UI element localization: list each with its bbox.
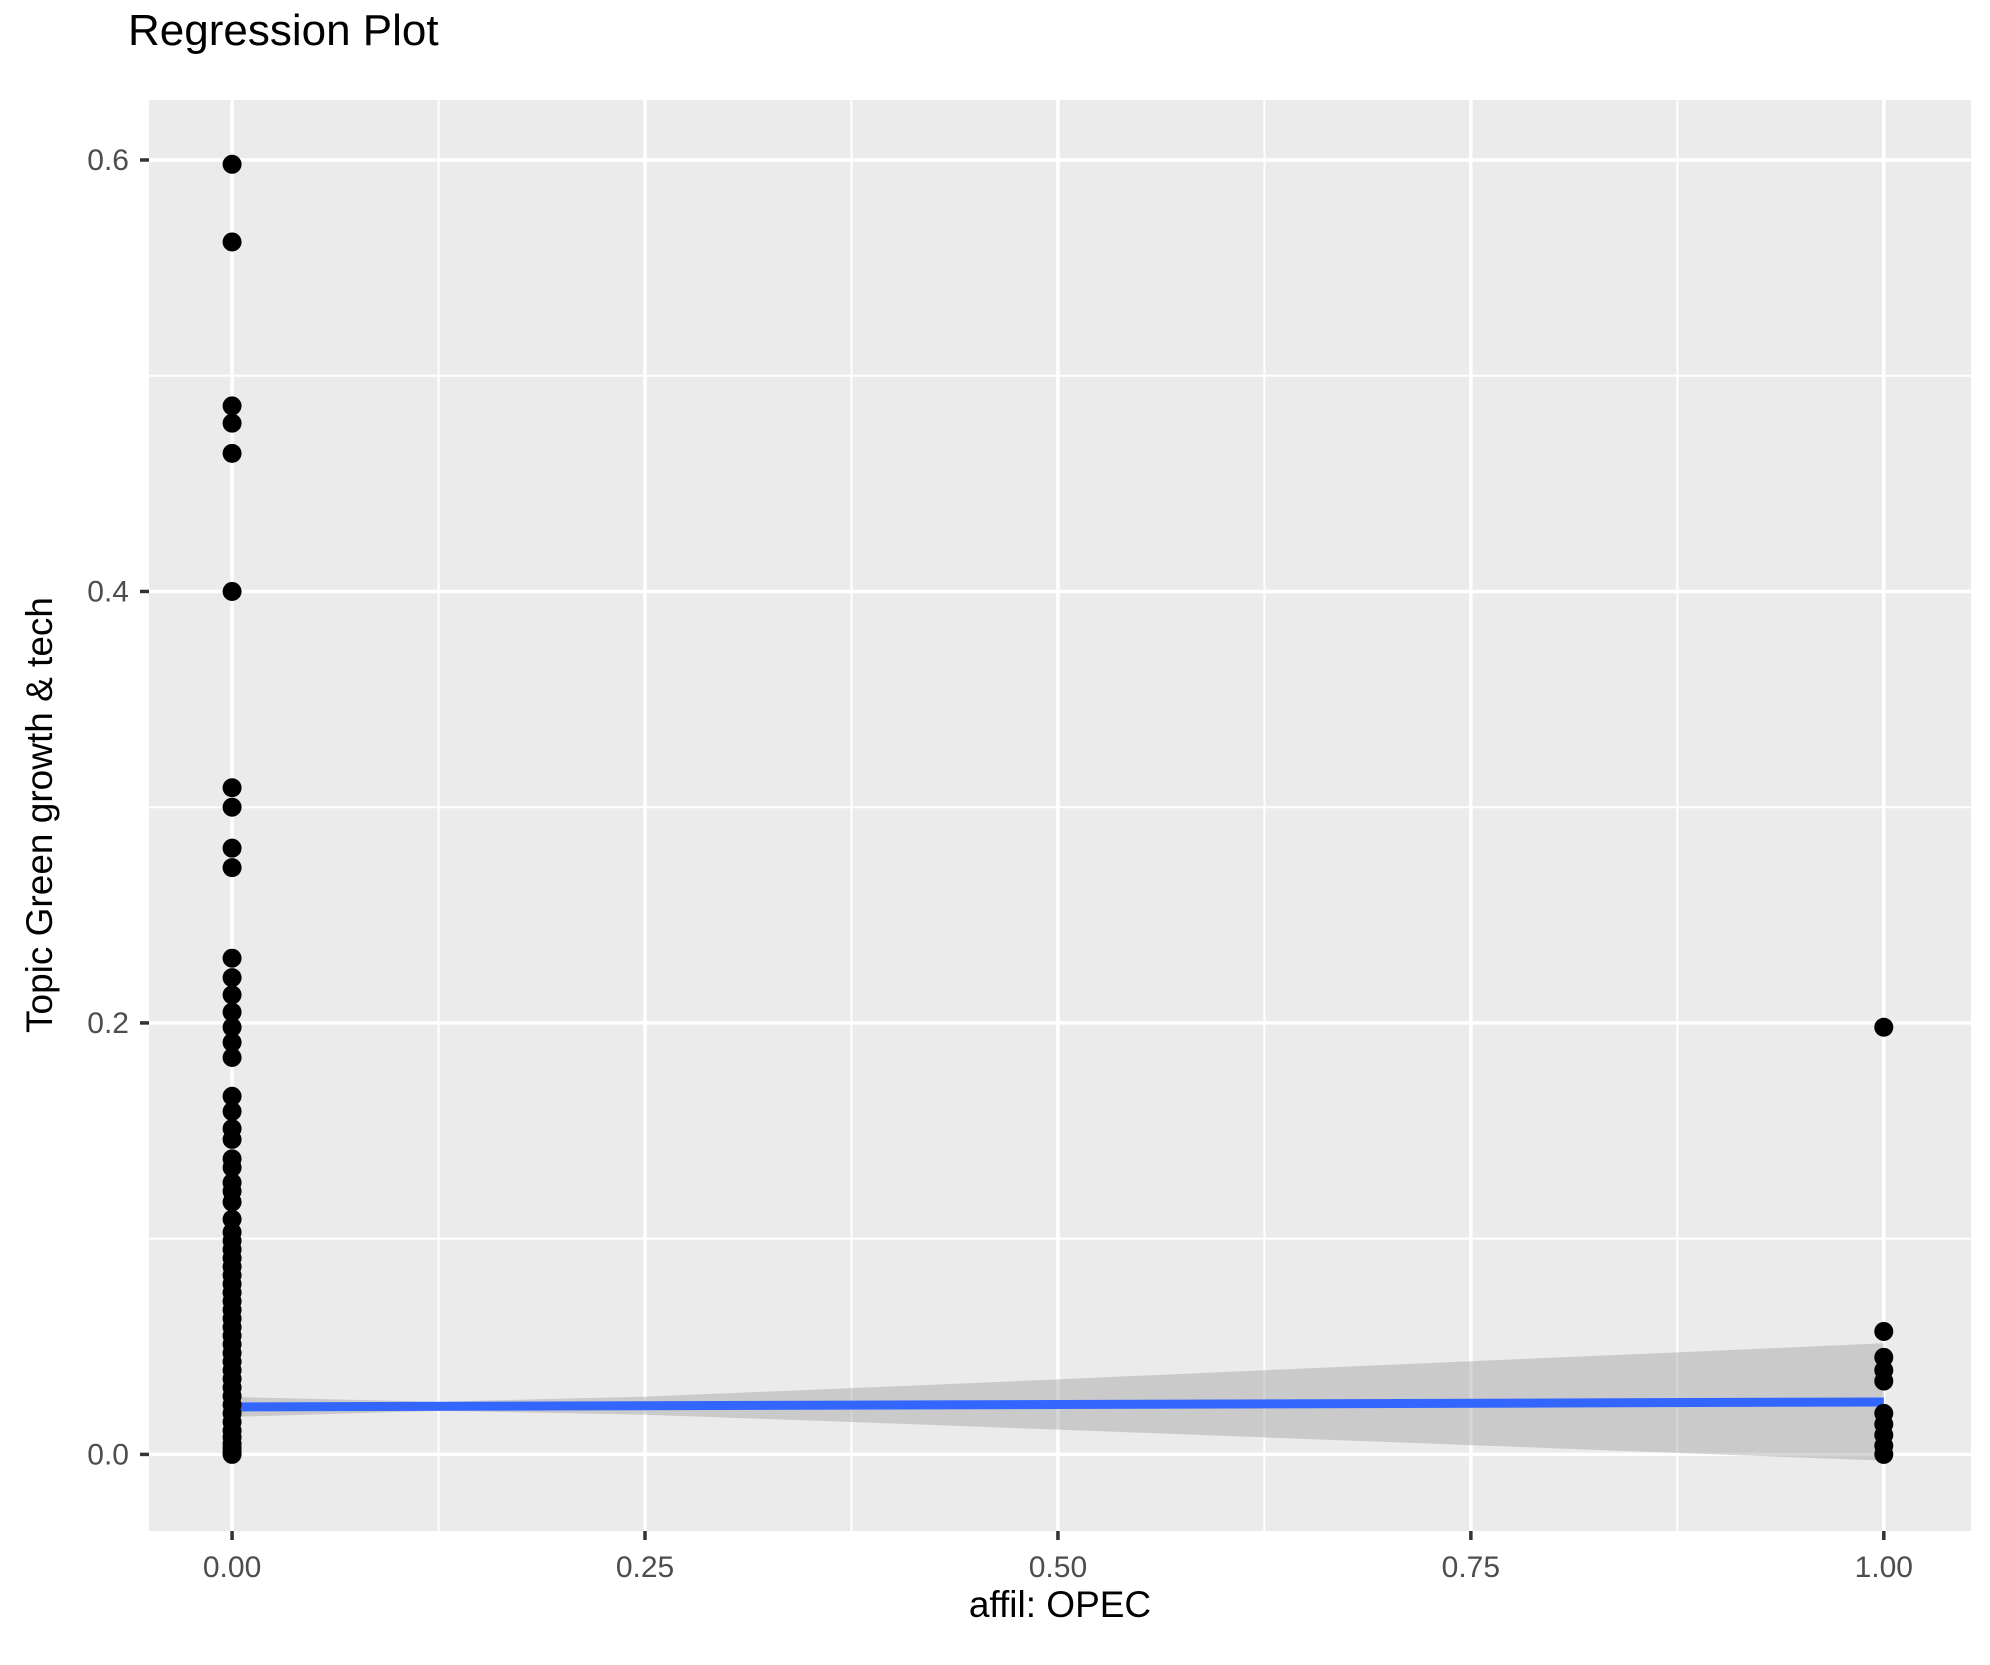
y-tick-labels: 0.0 0.2 0.4 0.6: [87, 144, 129, 1471]
data-point: [222, 1129, 242, 1149]
y-tick-label: 0.6: [87, 144, 129, 177]
plot-title: Regression Plot: [128, 6, 439, 55]
minor-gridlines: [149, 100, 1971, 1531]
data-point: [222, 948, 242, 968]
y-axis-title: Topic Green growth & tech: [19, 597, 60, 1033]
data-point: [222, 1444, 242, 1464]
x-tick-labels: 0.00 0.25 0.50 0.75 1.00: [203, 1551, 1913, 1584]
data-point: [222, 443, 242, 463]
data-point: [222, 858, 242, 878]
data-point: [222, 1157, 242, 1177]
data-point: [222, 778, 242, 798]
data-point: [222, 1101, 242, 1121]
data-point: [222, 1017, 242, 1037]
y-tick-label: 0.4: [87, 575, 129, 608]
y-tick-label: 0.0: [87, 1438, 129, 1471]
major-gridlines: [149, 100, 1971, 1531]
data-point: [222, 413, 242, 433]
data-point: [1874, 1444, 1894, 1464]
data-point: [1874, 1371, 1894, 1391]
data-point: [222, 396, 242, 416]
scatter-points: [222, 154, 1894, 1464]
x-axis-title: affil: OPEC: [968, 1584, 1152, 1625]
x-tick-label: 0.00: [203, 1551, 261, 1584]
x-tick-label: 1.00: [1855, 1551, 1913, 1584]
data-point: [222, 581, 242, 601]
data-point: [222, 232, 242, 252]
data-point: [1874, 1321, 1894, 1341]
data-point: [222, 154, 242, 174]
data-point: [222, 1002, 242, 1022]
data-point: [222, 968, 242, 988]
y-tick-label: 0.2: [87, 1007, 129, 1040]
data-point: [222, 1192, 242, 1212]
data-point: [222, 797, 242, 817]
regression-line: [232, 1397, 1884, 1412]
data-point: [222, 1086, 242, 1106]
data-point: [222, 838, 242, 858]
x-tick-label: 0.25: [616, 1551, 674, 1584]
data-point: [222, 1047, 242, 1067]
x-tick-label: 0.75: [1442, 1551, 1500, 1584]
data-point: [222, 985, 242, 1005]
x-tick-label: 0.50: [1029, 1551, 1087, 1584]
data-point: [222, 1032, 242, 1052]
data-point: [1874, 1017, 1894, 1037]
axis-tick-marks: [140, 158, 1886, 1540]
panel-background: [149, 100, 1971, 1531]
